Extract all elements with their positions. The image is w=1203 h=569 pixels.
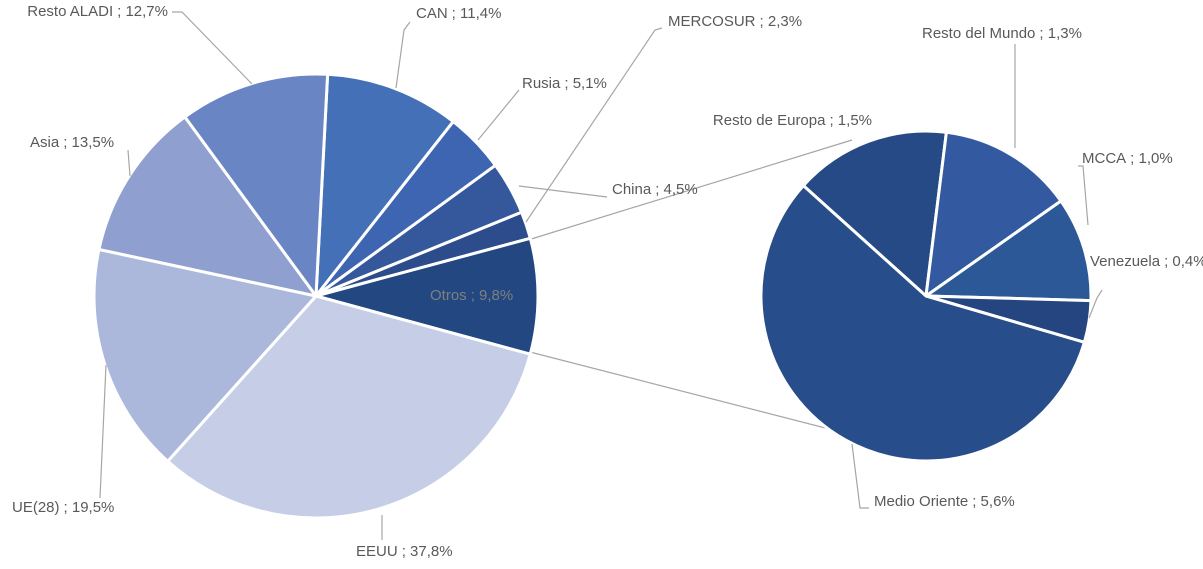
value-label: ; 1,3% — [1039, 25, 1082, 42]
category-name: UE(28) — [12, 499, 60, 516]
connector-line — [527, 139, 853, 241]
pie-slice — [924, 199, 1093, 303]
pie-slice — [924, 130, 1063, 298]
data-label: Medio Oriente; 5,6% — [874, 493, 1015, 510]
data-label: Resto ALADI; 12,7% — [27, 3, 168, 20]
leader-line — [518, 185, 608, 198]
category-name: MERCOSUR — [668, 13, 756, 30]
category-name: CAN — [416, 5, 448, 22]
leader-line — [172, 11, 253, 85]
pie-slice — [314, 236, 540, 356]
pie-slice — [166, 294, 532, 520]
pie-slice — [92, 247, 318, 463]
leader-line — [1088, 289, 1103, 319]
leader-line — [99, 364, 107, 499]
category-name: Resto de Europa — [713, 112, 826, 129]
value-label: ; 12,7% — [117, 3, 168, 20]
value-label: ; 1,5% — [829, 112, 872, 129]
data-label: Venezuela; 0,4% — [1090, 253, 1203, 270]
pie-slice — [759, 184, 1086, 463]
value-label: ; 1,0% — [1130, 150, 1173, 167]
value-label: ; 11,4% — [452, 5, 502, 22]
data-label: Resto del Mundo; 1,3% — [922, 25, 1082, 42]
data-label: Asia; 13,5% — [30, 134, 114, 151]
leader-line — [395, 21, 411, 89]
data-label: Rusia; 5,1% — [522, 75, 607, 92]
category-name: MCCA — [1082, 150, 1126, 167]
data-label: MCCA; 1,0% — [1082, 150, 1173, 167]
value-label: ; 19,5% — [64, 499, 115, 516]
category-name: Resto ALADI — [27, 3, 113, 20]
leader-line — [477, 89, 520, 141]
leader-line — [127, 149, 131, 177]
value-label: ; 0,4% — [1164, 253, 1203, 270]
leader-line — [525, 27, 663, 223]
value-label: ; 13,5% — [63, 134, 114, 151]
data-label: UE(28); 19,5% — [12, 499, 114, 516]
value-label: ; 9,8% — [471, 287, 514, 304]
pie-slice — [183, 72, 330, 298]
value-label: ; 5,1% — [564, 75, 607, 92]
category-name: EEUU — [356, 543, 398, 560]
category-name: Venezuela — [1090, 253, 1161, 270]
data-label: CAN; 11,4% — [416, 5, 501, 22]
data-label: China; 4,5% — [612, 181, 698, 198]
connector-line — [529, 351, 873, 441]
pie-slice — [801, 129, 948, 298]
category-name: Asia — [30, 134, 60, 151]
value-label: ; 2,3% — [760, 13, 803, 30]
data-label: Resto de Europa; 1,5% — [713, 112, 872, 129]
data-label: EEUU; 37,8% — [356, 543, 453, 560]
leader-line — [1078, 165, 1089, 226]
category-name: Rusia — [522, 75, 561, 92]
category-name: Medio Oriente — [874, 493, 968, 510]
value-label: ; 4,5% — [655, 181, 698, 198]
value-label: ; 37,8% — [402, 543, 453, 560]
value-label: ; 5,6% — [972, 493, 1015, 510]
pie-slice — [314, 72, 455, 298]
data-label: Otros; 9,8% — [430, 287, 513, 304]
category-name: Otros — [430, 287, 467, 304]
leader-line — [851, 443, 869, 509]
category-name: China — [612, 181, 652, 198]
data-label: MERCOSUR; 2,3% — [668, 13, 802, 30]
category-name: Resto del Mundo — [922, 25, 1035, 42]
